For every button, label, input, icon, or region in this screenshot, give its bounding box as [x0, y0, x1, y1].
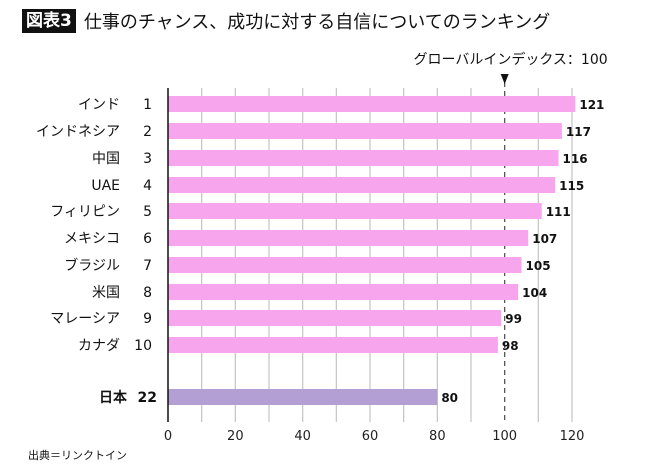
category-label: フィリピン [50, 204, 120, 220]
x-tick-label: 80 [429, 429, 446, 444]
rank-label: 9 [143, 311, 152, 327]
data-label: 104 [522, 286, 547, 300]
reference-label: グローバルインデックス：100 [413, 51, 607, 68]
category-label: 米国 [92, 285, 120, 301]
data-label: 105 [526, 259, 551, 273]
rank-label: 5 [143, 204, 152, 220]
category-label: 中国 [92, 151, 120, 167]
bar [168, 389, 438, 405]
rank-label: 10 [134, 338, 152, 354]
bar [168, 337, 498, 353]
bar [168, 203, 542, 219]
data-label: 117 [566, 125, 591, 139]
category-label: マレーシア [50, 311, 120, 327]
bar [168, 230, 529, 246]
category-label: インドネシア [36, 124, 120, 140]
bar [168, 150, 559, 166]
chart-title: 図表3 仕事のチャンス、成功に対する自信についてのランキング [22, 8, 550, 34]
figure-badge: 図表3 [22, 9, 76, 33]
reference-marker-icon [500, 74, 509, 84]
rank-label: 7 [143, 258, 152, 274]
rank-label: 4 [143, 178, 152, 194]
rank-label: 22 [138, 390, 157, 406]
bar [168, 257, 522, 273]
x-tick-label: 40 [294, 429, 311, 444]
rank-label: 2 [143, 124, 152, 140]
category-label: カナダ [78, 338, 120, 354]
rank-label: 1 [143, 97, 152, 113]
data-label: 80 [441, 391, 458, 405]
category-label: インド [78, 97, 120, 113]
x-tick-label: 0 [164, 429, 172, 444]
rank-label: 3 [143, 151, 152, 167]
bar [168, 310, 502, 326]
category-label: ブラジル [64, 257, 120, 274]
category-label: メキシコ [64, 231, 120, 247]
data-label: 121 [579, 98, 604, 112]
rank-label: 6 [143, 231, 152, 247]
x-tick-label: 60 [362, 429, 379, 444]
data-label: 99 [505, 312, 522, 326]
source-note: 出典＝リンクトイン [28, 449, 127, 462]
title-text: 仕事のチャンス、成功に対する自信についてのランキング [83, 12, 551, 33]
x-tick-label: 120 [560, 429, 585, 444]
category-label: 日本 [99, 389, 128, 406]
bar [168, 96, 576, 112]
data-label: 98 [502, 339, 519, 353]
data-label: 116 [563, 152, 588, 166]
rank-label: 8 [143, 285, 152, 301]
data-label: 107 [532, 232, 557, 246]
data-label: 111 [546, 205, 571, 219]
bar [168, 123, 562, 139]
category-label: UAE [91, 178, 120, 194]
bar [168, 284, 519, 300]
x-tick-label: 100 [492, 429, 517, 444]
x-tick-label: 20 [227, 429, 244, 444]
bar [168, 177, 556, 193]
data-label: 115 [559, 179, 584, 193]
